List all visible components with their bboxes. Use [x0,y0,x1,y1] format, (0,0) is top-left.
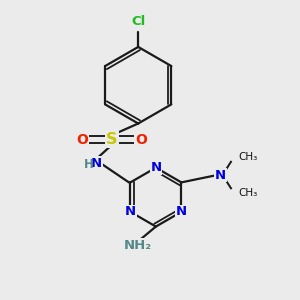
Text: Cl: Cl [131,15,145,28]
Text: N: N [150,161,161,174]
Text: N: N [91,157,102,170]
Text: O: O [135,133,147,147]
Text: N: N [215,169,226,182]
Text: N: N [176,205,187,218]
Text: H: H [84,158,94,171]
Text: S: S [106,132,118,147]
Text: O: O [76,133,88,147]
Text: CH₃: CH₃ [238,152,258,162]
Text: NH₂: NH₂ [124,239,152,252]
Text: N: N [125,205,136,218]
Text: CH₃: CH₃ [238,188,258,198]
